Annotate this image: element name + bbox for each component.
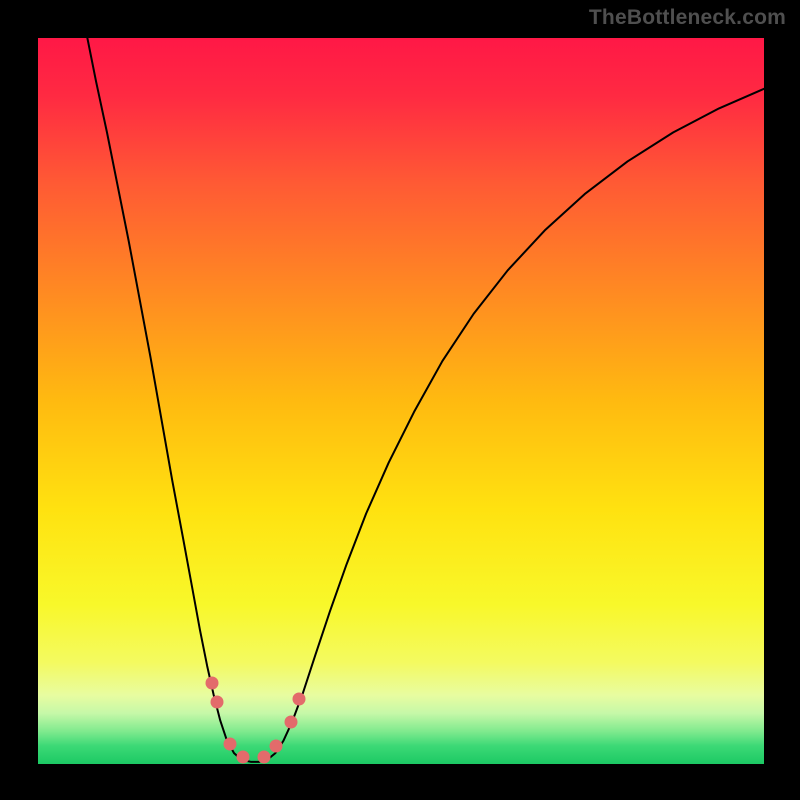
curve-marker: [211, 696, 223, 708]
curve-marker: [293, 693, 305, 705]
curve-marker: [270, 740, 282, 752]
curve-marker: [258, 751, 270, 763]
curve-marker: [285, 716, 297, 728]
plot-area: [38, 38, 764, 764]
chart-root: TheBottleneck.com: [0, 0, 800, 800]
curve-svg: [38, 38, 764, 764]
curve-marker: [206, 677, 218, 689]
watermark-text: TheBottleneck.com: [589, 6, 786, 30]
curve-marker: [224, 738, 236, 750]
bottleneck-curve: [87, 38, 764, 762]
curve-marker: [237, 751, 249, 763]
